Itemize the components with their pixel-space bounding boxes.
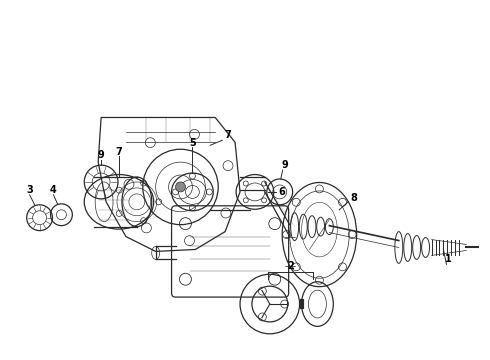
Text: 3: 3: [26, 185, 33, 195]
Text: 2: 2: [287, 261, 294, 271]
Text: 7: 7: [225, 130, 231, 140]
Circle shape: [175, 182, 185, 192]
Text: 1: 1: [445, 255, 452, 264]
Text: 7: 7: [116, 147, 122, 157]
Text: 4: 4: [50, 185, 57, 195]
Text: 9: 9: [281, 160, 288, 170]
Text: 5: 5: [189, 138, 196, 148]
Text: 6: 6: [278, 187, 285, 197]
Text: 8: 8: [351, 193, 358, 203]
Text: 9: 9: [98, 150, 104, 160]
